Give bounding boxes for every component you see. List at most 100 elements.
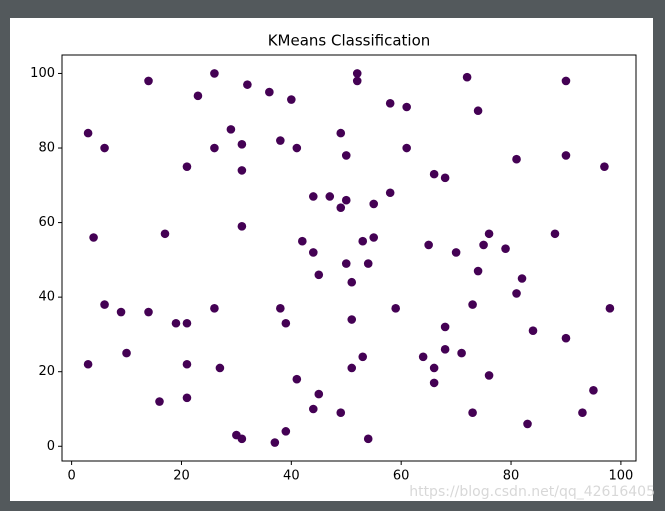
point [341, 195, 351, 205]
y-tick-label: 40 [38, 290, 55, 305]
y-tick-label: 60 [38, 215, 55, 230]
point [276, 136, 285, 145]
point [314, 389, 324, 399]
x-tick-label: 80 [503, 469, 520, 484]
point [308, 404, 318, 414]
point [347, 315, 357, 324]
point [429, 169, 439, 179]
point [276, 304, 285, 313]
chart-title: KMeans Classification [268, 32, 431, 50]
point [341, 151, 351, 160]
point [237, 166, 247, 175]
point [281, 318, 291, 328]
y-tick-label: 80 [38, 141, 55, 156]
point [243, 80, 252, 89]
x-tick-label: 100 [608, 469, 633, 484]
point [501, 244, 510, 253]
point [352, 69, 362, 78]
point [402, 143, 411, 153]
point [391, 304, 400, 313]
point [325, 192, 335, 201]
point [473, 266, 483, 276]
point [352, 76, 362, 86]
point [298, 236, 307, 246]
point [440, 322, 450, 332]
figure [10, 18, 653, 501]
point [237, 222, 247, 231]
point [341, 259, 351, 268]
point [440, 173, 450, 183]
point [226, 125, 236, 134]
point [358, 236, 368, 246]
point [100, 300, 109, 309]
point [182, 393, 192, 403]
point [468, 300, 477, 309]
y-tick-label: 20 [38, 364, 55, 379]
point [462, 72, 472, 82]
point [578, 408, 587, 418]
point [270, 438, 280, 447]
point [363, 259, 373, 268]
point [83, 359, 93, 369]
point [358, 352, 368, 362]
point [369, 199, 379, 209]
point [561, 151, 571, 160]
point [287, 95, 296, 104]
point [600, 162, 609, 171]
watermark: https://blog.csdn.net/qq_42616405 [409, 484, 655, 500]
point [308, 248, 318, 257]
point [336, 408, 346, 418]
point [144, 76, 153, 86]
point [369, 233, 379, 242]
point [589, 386, 598, 395]
point [89, 233, 98, 242]
point [484, 371, 494, 380]
point [473, 106, 483, 116]
point [155, 397, 164, 406]
point [100, 143, 109, 153]
point [210, 304, 219, 313]
point [512, 154, 521, 164]
point [418, 352, 428, 362]
point [160, 229, 170, 239]
point [517, 274, 527, 283]
x-tick-label: 0 [67, 469, 75, 484]
point [424, 240, 433, 250]
point [457, 348, 466, 358]
point [429, 363, 439, 373]
point [385, 188, 395, 198]
point [605, 304, 615, 313]
point [402, 102, 411, 112]
point [210, 69, 219, 78]
point [479, 240, 488, 250]
point [561, 333, 571, 343]
point [171, 318, 181, 328]
point [281, 427, 291, 436]
point [193, 91, 203, 101]
point [484, 229, 494, 239]
point [512, 289, 521, 298]
point [440, 345, 450, 354]
point [523, 419, 532, 429]
point [451, 248, 461, 257]
point [363, 434, 373, 444]
point [122, 348, 131, 358]
point [528, 326, 538, 335]
x-tick-label: 20 [173, 469, 190, 484]
point [292, 374, 302, 384]
point [182, 162, 192, 171]
point [385, 98, 395, 108]
y-tick-label: 0 [47, 439, 55, 454]
point [561, 76, 571, 86]
point [215, 363, 225, 373]
plot-area [61, 54, 637, 462]
point [347, 363, 357, 373]
x-tick-label: 60 [393, 469, 410, 484]
point [83, 128, 93, 138]
point [314, 270, 324, 280]
point [144, 307, 153, 317]
point [237, 434, 247, 444]
point [182, 318, 192, 328]
point [429, 378, 439, 388]
